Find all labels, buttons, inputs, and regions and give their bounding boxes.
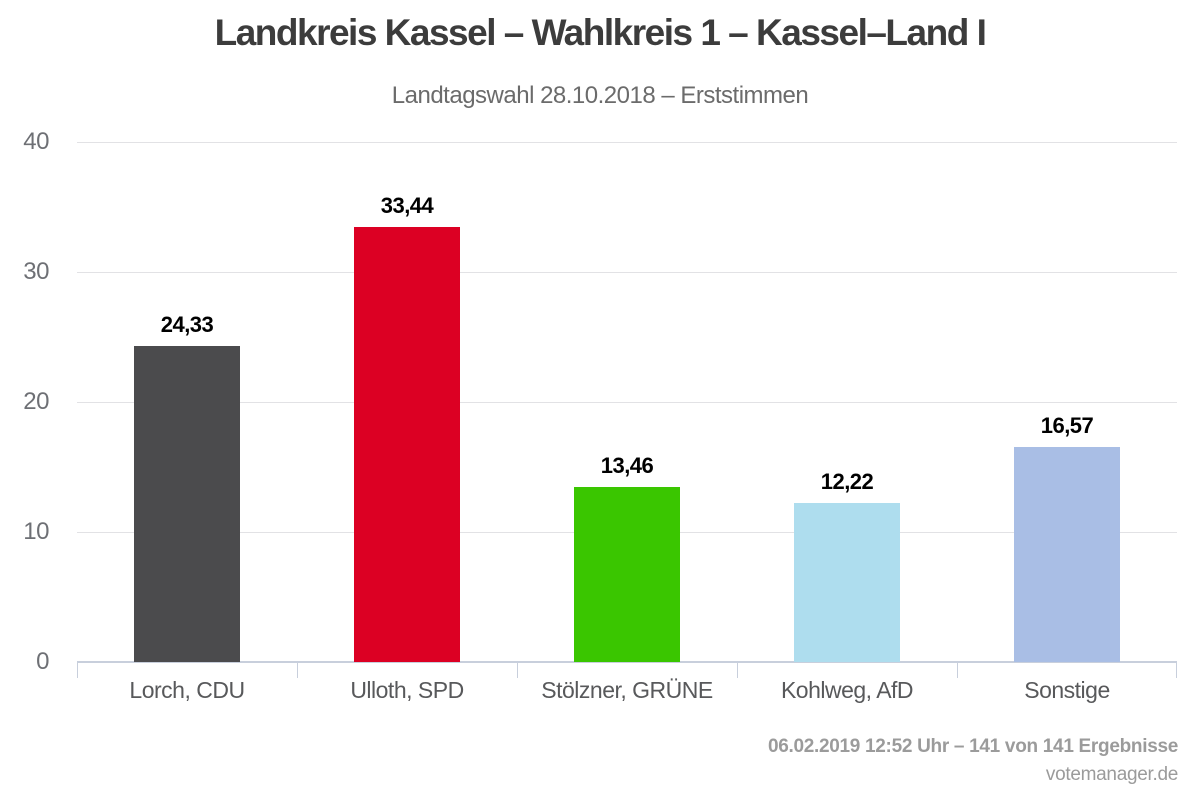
status-text: 06.02.2019 12:52 Uhr – 141 von 141 Ergeb… xyxy=(767,736,1178,757)
x-axis-category-label: Sonstige xyxy=(1024,677,1110,703)
x-axis-tick xyxy=(517,663,518,678)
gridline xyxy=(77,141,1177,143)
bar-lorch-cdu xyxy=(134,345,240,662)
x-axis-line xyxy=(77,661,1177,663)
plot-area: 0 10 20 30 40 24,33 Lorch, CDU 33,44 Ulloth, SPD… xyxy=(23,129,1177,703)
y-axis-tick-label: 0 xyxy=(36,648,49,675)
y-axis-tick-label: 20 xyxy=(23,388,49,415)
x-axis-tick xyxy=(957,663,958,678)
source-text: votemanager.de xyxy=(1045,764,1178,785)
y-axis-tick-label: 10 xyxy=(23,518,49,545)
x-axis-category-label: Kohlweg, AfD xyxy=(780,677,914,703)
bar-value-label: 33,44 xyxy=(380,193,434,219)
bar-stölzner-grüne xyxy=(574,487,680,662)
x-axis-category-label: Lorch, CDU xyxy=(129,677,245,703)
bar-sonstige xyxy=(1014,446,1120,662)
bar-value-label: 13,46 xyxy=(600,453,654,479)
x-axis-tick xyxy=(297,663,298,678)
bar-ulloth-spd xyxy=(354,227,460,662)
x-axis-tick xyxy=(737,663,738,678)
x-axis-tick xyxy=(77,663,78,678)
bar-value-label: 16,57 xyxy=(1040,412,1094,438)
chart-footer: 06.02.2019 12:52 Uhr – 141 von 141 Ergeb… xyxy=(768,736,1178,785)
chart-subtitle: Landtagswahl 28.10.2018 – Erststimmen xyxy=(391,82,809,109)
bar-value-label: 12,22 xyxy=(820,469,874,495)
gridline xyxy=(77,271,1177,273)
y-axis-tick-label: 40 xyxy=(23,128,49,155)
y-axis-tick-label: 30 xyxy=(23,258,49,285)
gridline xyxy=(77,401,1177,403)
bar-value-label: 24,33 xyxy=(160,311,214,337)
x-axis-category-label: Ulloth, SPD xyxy=(350,677,464,703)
bar-kohlweg-afd xyxy=(794,503,900,662)
x-axis-tick xyxy=(1176,663,1177,678)
chart-title: Landkreis Kassel – Wahlkreis 1 – Kassel–… xyxy=(214,12,987,53)
x-axis-category-label: Stölzner, GRÜNE xyxy=(541,677,713,703)
